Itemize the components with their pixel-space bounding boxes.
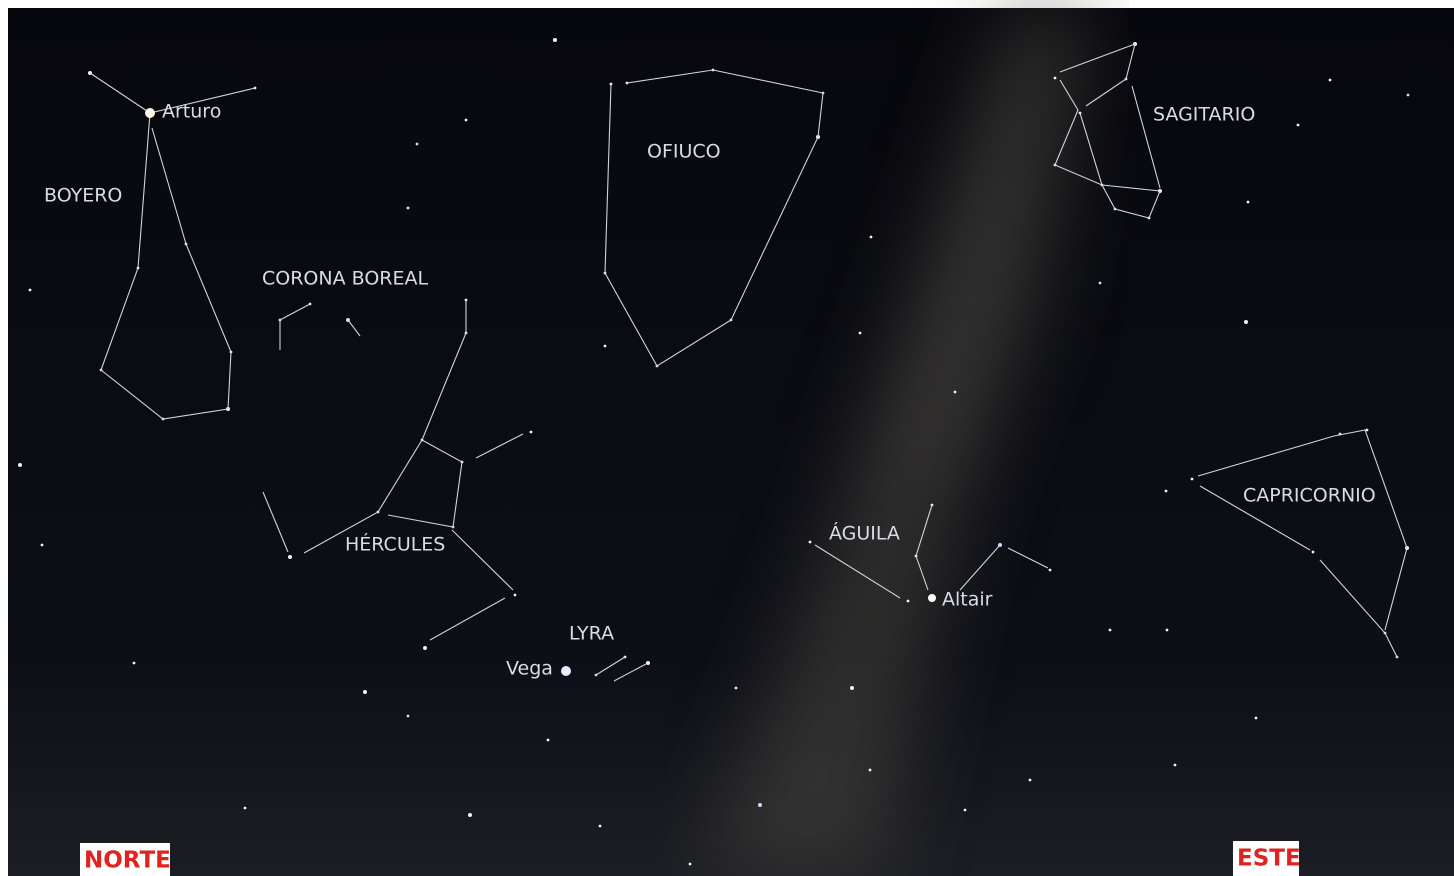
star: [758, 803, 762, 807]
star: [1164, 489, 1168, 493]
star: [1246, 200, 1250, 204]
star: [1244, 320, 1248, 324]
star: [243, 806, 247, 810]
direction-label: ESTE: [1237, 846, 1301, 872]
corona-line: [347, 319, 361, 337]
hercules-line: [262, 491, 289, 553]
constellation-label: OFIUCO: [647, 141, 721, 163]
constellation-label: CORONA BOREAL: [262, 268, 428, 290]
constellation-label: BOYERO: [44, 185, 122, 207]
star: [40, 543, 44, 547]
star: [1048, 568, 1052, 572]
constellation-label: SAGITARIO: [1153, 104, 1255, 126]
star: [598, 824, 602, 828]
star: [1365, 428, 1369, 432]
star: [869, 235, 873, 239]
hercules-line: [475, 433, 524, 459]
star: [546, 738, 550, 742]
lyra-line: [595, 656, 626, 676]
corona-line: [279, 303, 311, 350]
aguila-line: [959, 544, 1001, 591]
star: [963, 808, 967, 812]
aguila-line: [915, 504, 933, 591]
star: [1053, 76, 1057, 80]
star: [1406, 93, 1410, 97]
star: [646, 661, 650, 665]
star: [28, 288, 32, 292]
star: [1254, 716, 1258, 720]
star: [850, 686, 854, 690]
star: [1173, 763, 1177, 767]
sagitario-line: [1059, 43, 1136, 107]
sky: [8, 8, 1454, 876]
star: [513, 593, 517, 597]
capricornio-line: [1199, 485, 1311, 551]
star-altair: [928, 594, 936, 602]
star: [1098, 281, 1102, 285]
star: [1165, 628, 1169, 632]
direction-box: [80, 843, 170, 876]
star: [529, 430, 533, 434]
capricornio-line: [1197, 429, 1408, 631]
star-label: Vega: [506, 658, 553, 680]
star: [688, 862, 692, 866]
star-label: Altair: [942, 589, 993, 611]
hercules-line: [429, 597, 506, 641]
capricornio-line: [1319, 559, 1398, 658]
star-label: Arturo: [162, 101, 221, 123]
star: [1190, 477, 1194, 481]
hercules-line: [387, 439, 463, 528]
star: [953, 390, 957, 394]
star: [1296, 123, 1300, 127]
star: [423, 646, 427, 650]
star: [18, 463, 22, 467]
star: [1028, 778, 1032, 782]
star: [132, 661, 136, 665]
star: [1328, 78, 1332, 82]
star: [468, 813, 472, 817]
sagitario-line: [1054, 79, 1161, 219]
star: [858, 331, 862, 335]
boyero-line: [100, 112, 232, 420]
star: [406, 714, 410, 718]
direction-label: NORTE: [84, 848, 171, 874]
star: [808, 540, 812, 544]
star: [363, 690, 367, 694]
star: [415, 142, 419, 146]
ofiuco-line: [604, 69, 824, 367]
star: [1108, 628, 1112, 632]
direction-box: [1233, 841, 1299, 876]
bright-stars: [145, 108, 936, 676]
constellation-label: CAPRICORNIO: [1243, 485, 1376, 507]
lyra-line: [613, 663, 647, 682]
aguila-line: [1007, 547, 1049, 569]
star: [1311, 550, 1315, 554]
sagitario-line: [1131, 85, 1161, 189]
star-vega: [561, 666, 571, 676]
constellation-label: HÉRCULES: [345, 533, 445, 556]
star-arturo: [145, 108, 155, 118]
hercules-line: [451, 529, 514, 591]
aguila-line: [814, 544, 901, 599]
milky-way: [700, 8, 1090, 876]
star: [868, 768, 872, 772]
star: [906, 599, 910, 603]
star: [464, 118, 468, 122]
star: [406, 206, 410, 210]
constellation-label: LYRA: [569, 623, 614, 645]
star: [288, 555, 292, 559]
constellation-label: ÁGUILA: [829, 522, 900, 545]
star: [734, 686, 738, 690]
star: [603, 344, 607, 348]
star: [553, 38, 557, 42]
